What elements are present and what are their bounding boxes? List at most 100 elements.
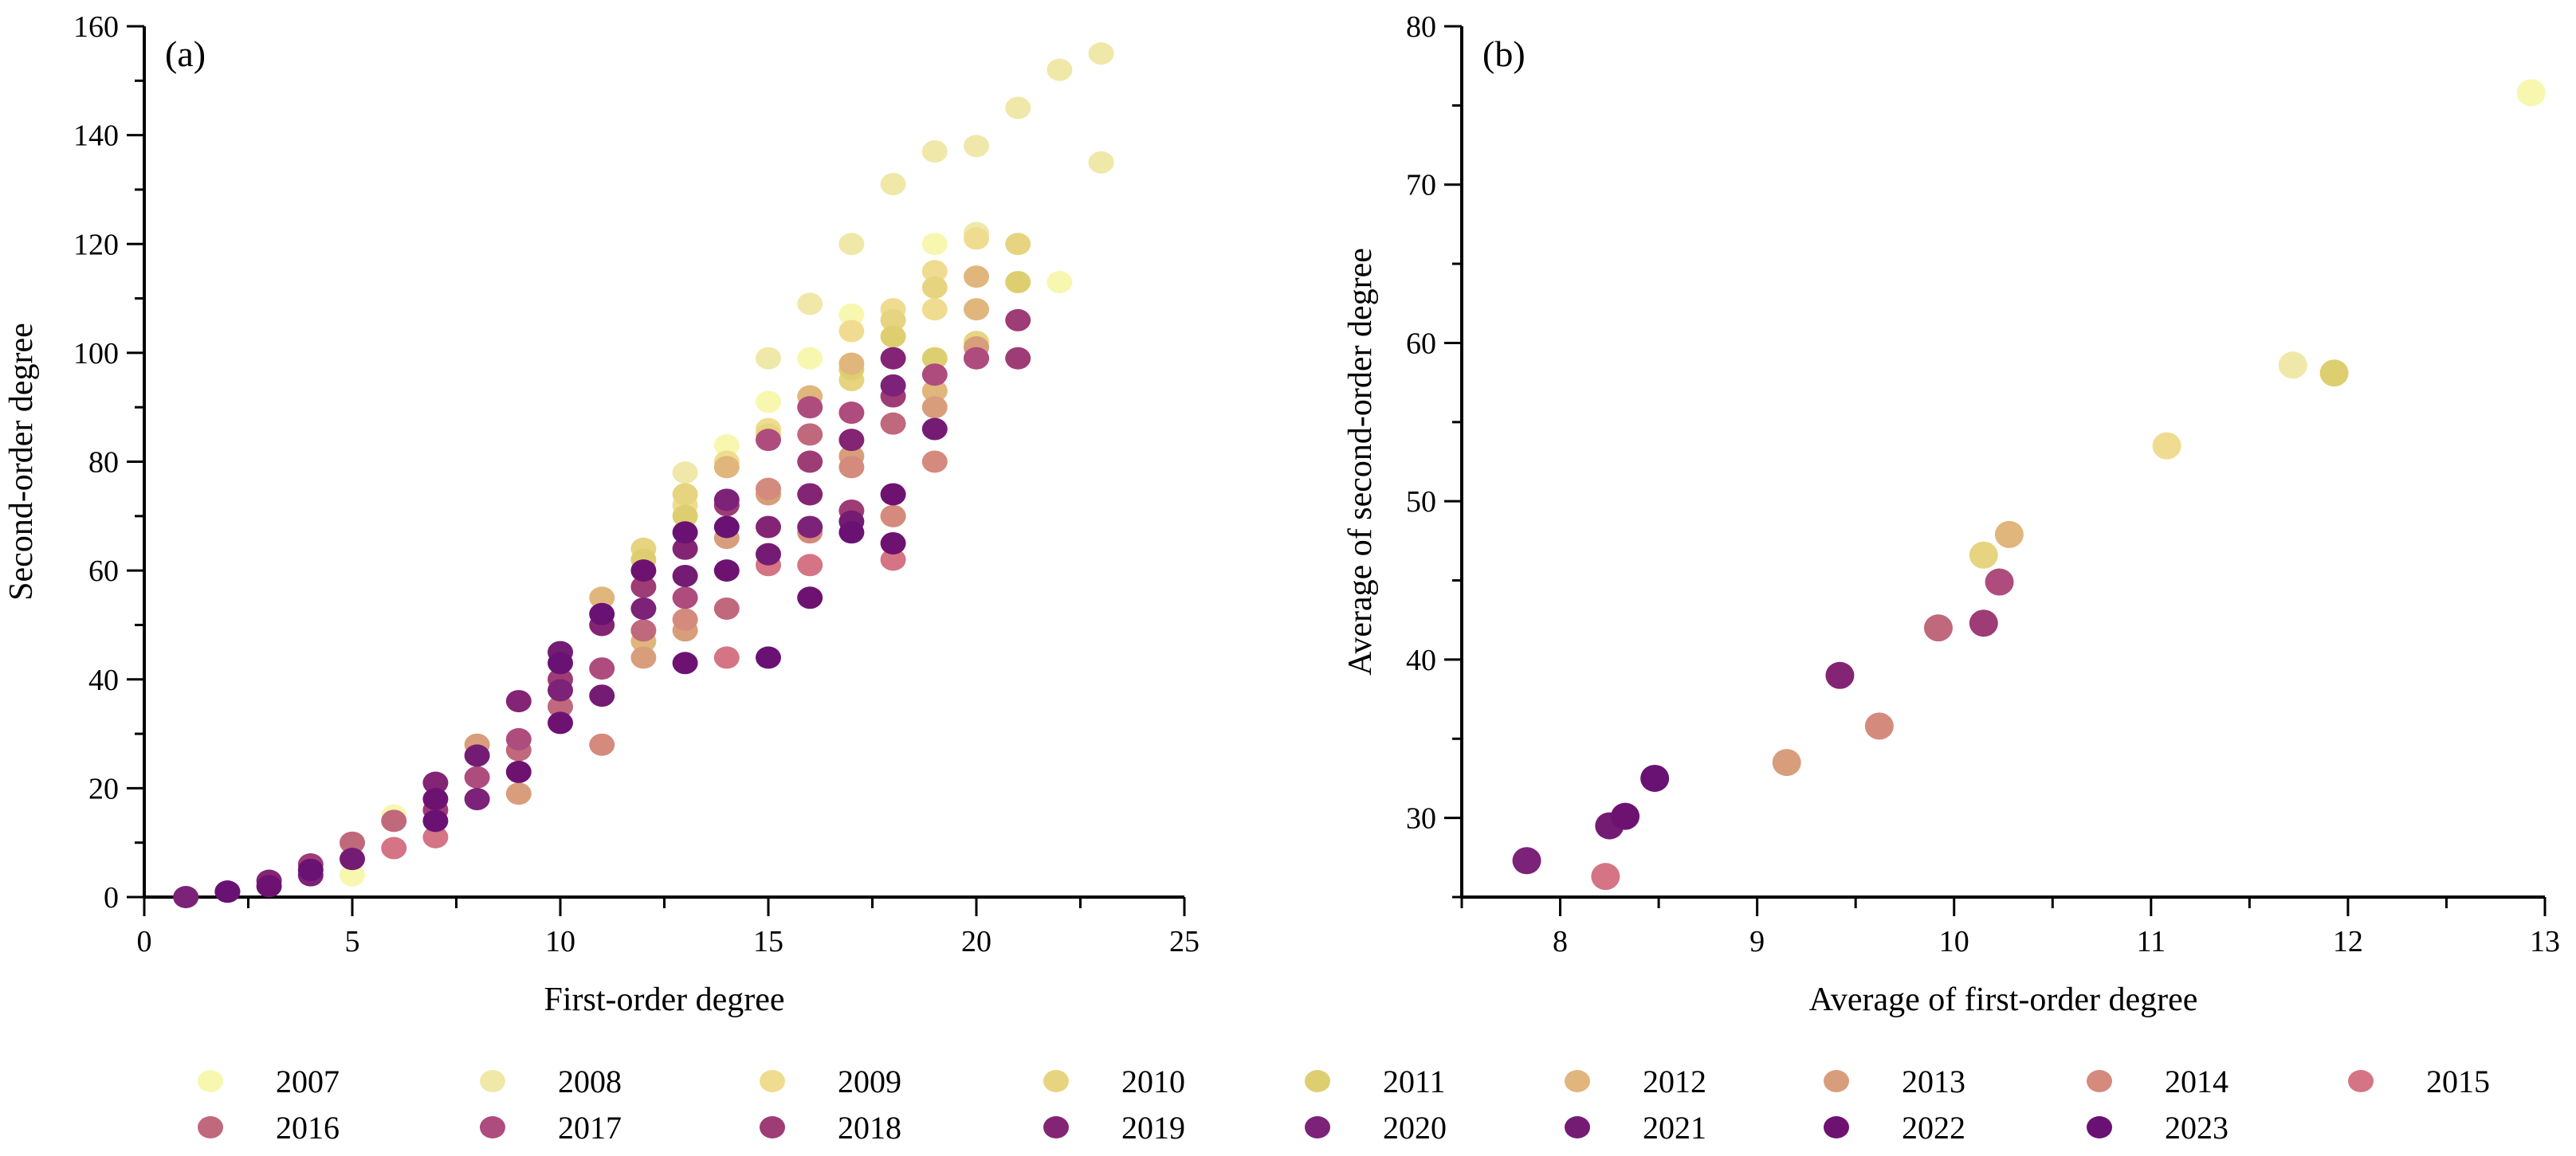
point-2022	[505, 760, 532, 783]
point-2008	[838, 233, 865, 256]
point-2015	[1591, 863, 1620, 891]
point-2012	[964, 298, 989, 321]
point-2021	[589, 684, 615, 707]
legend-item-2009: 2009	[760, 1064, 901, 1099]
point-2016	[381, 809, 407, 833]
point-2013	[630, 646, 657, 669]
legend-item-2016: 2016	[198, 1110, 340, 1146]
legend-label: 2017	[558, 1110, 622, 1146]
point-2021	[672, 564, 698, 587]
point-2007	[756, 390, 781, 413]
point-2018	[1005, 347, 1031, 370]
x-tick-label: 5	[345, 925, 360, 958]
point-2020	[713, 488, 740, 511]
legend-item-2008: 2008	[480, 1064, 622, 1099]
point-2010	[1969, 541, 1998, 569]
point-2017	[838, 402, 865, 425]
point-2012	[838, 352, 865, 375]
point-2017	[589, 657, 615, 680]
point-2008	[1046, 58, 1073, 81]
point-2016	[713, 597, 740, 620]
point-2023	[756, 646, 781, 669]
point-2008	[880, 173, 906, 196]
x-tick-label: 15	[753, 925, 783, 958]
panel-label: (a)	[165, 33, 206, 74]
point-2015	[713, 646, 740, 669]
point-2011	[1005, 271, 1031, 294]
legend-marker	[1824, 1116, 1849, 1138]
point-2007	[921, 233, 948, 256]
legend-label: 2022	[1902, 1110, 1965, 1146]
x-tick-label: 0	[137, 925, 152, 958]
legend-marker	[1043, 1070, 1069, 1092]
y-tick-label: 80	[1406, 10, 1436, 44]
point-2008	[1088, 151, 1114, 174]
y-tick-label: 50	[1406, 485, 1436, 519]
legend-label: 2010	[1121, 1064, 1185, 1099]
x-axis-title: First-order degree	[544, 982, 784, 1018]
point-2014	[756, 477, 781, 500]
point-2014	[1864, 712, 1894, 740]
point-2023	[1640, 764, 1670, 792]
point-2017	[921, 363, 948, 386]
legend-item-2012: 2012	[1565, 1064, 1706, 1099]
legend-label: 2019	[1121, 1110, 1185, 1146]
legend-item-2022: 2022	[1824, 1110, 1965, 1146]
x-tick-label: 11	[2137, 925, 2166, 958]
point-2020	[464, 788, 490, 811]
legend-label: 2009	[838, 1064, 901, 1099]
legend-label: 2011	[1383, 1064, 1446, 1099]
x-tick-label: 20	[961, 925, 992, 958]
point-2015	[797, 554, 823, 577]
point-2007	[2516, 79, 2546, 107]
point-2017	[464, 766, 490, 789]
x-tick-label: 9	[1749, 925, 1765, 958]
legend-marker	[1305, 1116, 1330, 1138]
legend-label: 2007	[276, 1064, 340, 1099]
legend: 2007 2008 2009 2010 2011 2012 2013 2014 2015 2016…	[198, 1064, 2490, 1146]
point-2023	[548, 652, 573, 675]
legend-item-2018: 2018	[760, 1110, 901, 1146]
point-2020	[630, 597, 657, 620]
point-2022	[256, 875, 282, 898]
point-2008	[672, 461, 698, 484]
y-tick-label: 40	[88, 664, 119, 697]
legend-item-2019: 2019	[1043, 1110, 1185, 1146]
point-2023	[297, 858, 324, 881]
point-2010	[921, 276, 948, 299]
legend-marker	[1043, 1116, 1069, 1138]
legend-marker	[760, 1116, 785, 1138]
legend-item-2010: 2010	[1043, 1064, 1185, 1099]
point-2019	[756, 515, 781, 539]
legend-marker	[760, 1070, 785, 1092]
y-tick-label: 80	[88, 446, 119, 480]
point-2022	[672, 652, 698, 675]
point-2023	[422, 809, 449, 833]
point-2017	[1985, 568, 2014, 596]
point-2019	[880, 347, 906, 370]
legend-marker	[1565, 1116, 1590, 1138]
point-2020	[1512, 847, 1541, 875]
point-2012	[921, 379, 948, 402]
legend-label: 2012	[1643, 1064, 1706, 1099]
y-tick-label: 100	[73, 337, 119, 370]
legend-label: 2016	[276, 1110, 340, 1146]
point-2019	[838, 429, 865, 452]
legend-label: 2023	[2165, 1110, 2228, 1146]
panel-label: (b)	[1482, 33, 1526, 74]
y-tick-label: 70	[1406, 169, 1436, 202]
point-2010	[1005, 233, 1031, 256]
point-2011	[672, 504, 698, 527]
point-2008	[756, 347, 781, 370]
legend-marker	[2348, 1070, 2374, 1092]
legend-item-2015: 2015	[2348, 1064, 2490, 1099]
legend-item-2021: 2021	[1565, 1110, 1706, 1146]
legend-marker	[1565, 1070, 1590, 1092]
point-2009	[964, 227, 989, 250]
point-2019	[797, 483, 823, 506]
point-2007	[340, 864, 365, 887]
point-2016	[1923, 614, 1953, 642]
point-2007	[797, 347, 823, 370]
point-2022	[548, 711, 573, 735]
